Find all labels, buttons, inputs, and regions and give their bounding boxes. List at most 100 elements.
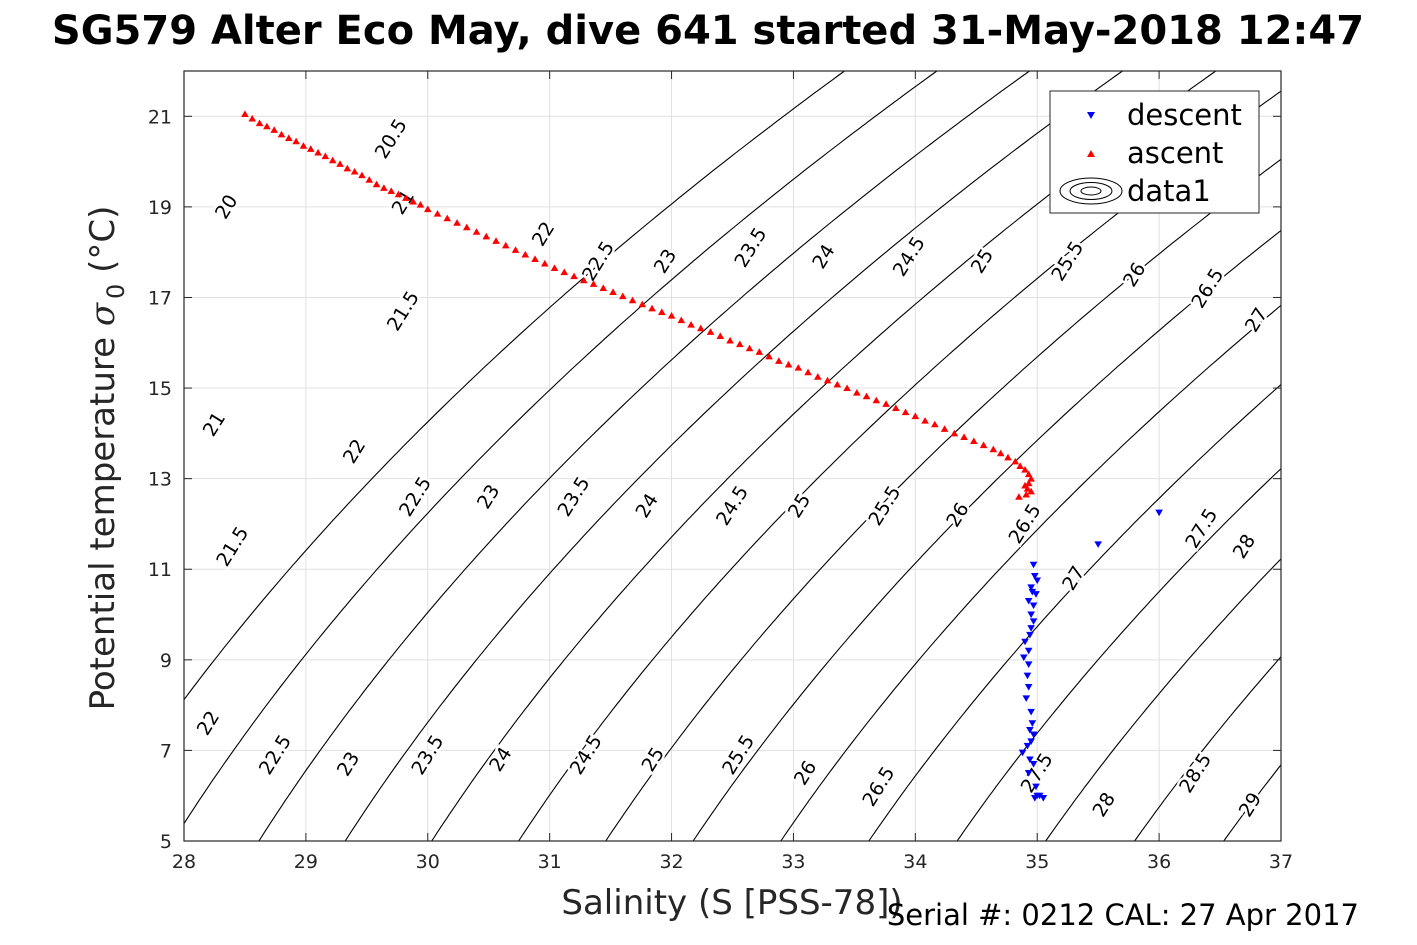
ascent-point (1011, 457, 1020, 465)
axis-ticks: 28 29 30 31 32 33 34 35 36 37 5 7 9 11 13 15 17 19 21 (148, 71, 1293, 873)
ascent-point (853, 388, 861, 396)
descent-point (1024, 770, 1033, 777)
descent-point (1035, 792, 1044, 800)
contour-label: 23.5 (407, 731, 448, 779)
descent-point (1028, 588, 1037, 596)
ascent-point (416, 201, 425, 208)
descent-point (1094, 541, 1102, 548)
descent-point (1028, 720, 1037, 727)
y-tick-label: 9 (160, 650, 172, 672)
descent-point (1029, 618, 1038, 625)
ascent-point (472, 228, 481, 235)
ascent-point (1021, 465, 1029, 473)
ascent-point (996, 449, 1005, 457)
ascent-point (387, 187, 396, 195)
ascent-point (285, 134, 293, 142)
ascent-point (409, 197, 417, 205)
ascent-point (501, 241, 510, 249)
contour-label: 21.5 (212, 523, 253, 571)
descent-point (1026, 756, 1034, 764)
ascent-point (350, 167, 359, 175)
ascent-point (540, 259, 549, 267)
ascent-point (336, 160, 344, 167)
ascent-point (1022, 490, 1031, 498)
data-points (241, 110, 1163, 802)
ascent-point (380, 184, 388, 191)
descent-point (1024, 597, 1033, 605)
ascent-point (940, 425, 949, 432)
contour-label: 26.5 (1005, 500, 1046, 548)
contour-label: 24 (485, 743, 516, 775)
contour-label: 20 (211, 191, 242, 223)
contour-label: 27.5 (1181, 505, 1222, 553)
x-tick-label: 37 (1269, 851, 1293, 873)
y-tick-label: 15 (148, 378, 172, 400)
x-tick-label: 34 (903, 851, 927, 873)
ascent-point (599, 284, 608, 291)
descent-point (1023, 672, 1032, 680)
descent-point (1022, 695, 1031, 702)
y-axis-label-sigma: σ (83, 302, 123, 326)
contour-label: 22.5 (395, 473, 436, 521)
contour-label: 28.5 (1175, 749, 1216, 797)
contour-label: 26 (942, 499, 973, 531)
density-contour-20.5 (184, 71, 938, 825)
ascent-point (365, 176, 374, 183)
descent-point (1018, 749, 1027, 757)
density-contour-24 (780, 304, 1281, 841)
ascent-point (453, 219, 461, 226)
legend-ascent-label: ascent (1127, 136, 1223, 170)
y-axis-label-text: Potential temperature (83, 326, 123, 710)
contour-label: 23.5 (730, 224, 771, 272)
contour-label: 21 (199, 408, 230, 440)
density-contour-23.5 (692, 229, 1281, 841)
ascent-point (931, 420, 939, 428)
contour-label: 28 (1089, 789, 1120, 821)
descent-point (1027, 625, 1035, 632)
descent-point (1024, 647, 1033, 655)
y-axis-label-unit: (°C) (83, 206, 123, 284)
ascent-point (960, 433, 968, 440)
ascent-point (394, 190, 403, 198)
density-contour-27 (1297, 53, 1417, 864)
ascent-point (560, 268, 569, 276)
ascent-point (804, 368, 812, 376)
contour-label: 22 (339, 435, 370, 467)
y-tick-label: 17 (148, 287, 172, 309)
ascent-point (292, 137, 300, 145)
contour-label: 24.5 (566, 731, 607, 779)
legend-data1-label: data1 (1127, 174, 1211, 208)
density-contour-25 (956, 467, 1281, 841)
ascent-point (843, 384, 851, 392)
descent-point (1023, 742, 1032, 750)
ascent-point (314, 148, 322, 156)
ascent-point (443, 214, 452, 222)
contour-label: 22 (193, 707, 224, 739)
ascent-point (697, 324, 705, 332)
ascent-point (901, 408, 910, 416)
contour-label: 23 (333, 748, 364, 780)
legend-descent-label: descent (1127, 98, 1242, 132)
ascent-point (745, 344, 754, 352)
ascent-point (358, 171, 366, 179)
ascent-point (823, 376, 832, 384)
ascent-point (687, 321, 695, 328)
descent-point (1030, 573, 1039, 580)
ascent-point (277, 130, 286, 138)
ascent-point (492, 237, 500, 244)
ascent-point (677, 316, 686, 324)
descent-point (1029, 731, 1038, 739)
density-contour-25.5 (1045, 558, 1281, 841)
ascent-point (1004, 453, 1012, 461)
ascent-point (299, 142, 308, 149)
ascent-point (306, 145, 315, 152)
descent-point (1027, 738, 1035, 745)
contour-label: 24.5 (889, 233, 930, 281)
contour-label: 20.5 (371, 115, 412, 163)
ascent-point (784, 360, 793, 368)
x-tick-label: 30 (416, 851, 440, 873)
density-contour-20 (184, 71, 846, 701)
ascent-point (814, 373, 822, 380)
ascent-point (462, 223, 471, 231)
